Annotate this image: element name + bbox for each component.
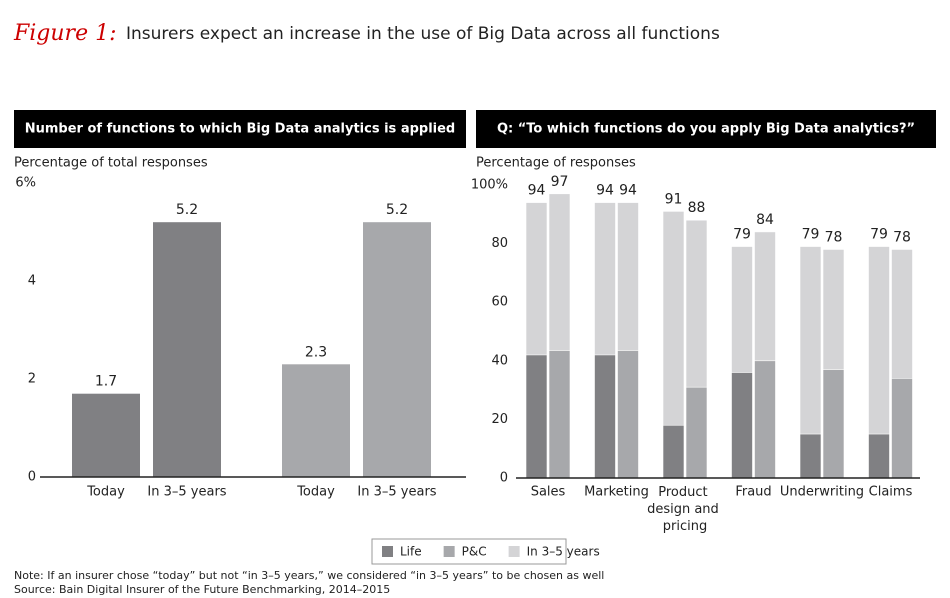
right-y-label: Percentage of responses: [476, 156, 636, 171]
note: Note: If an insurer chose “today” but no…: [14, 569, 604, 582]
right-header: [476, 110, 936, 148]
legend-swatch: [508, 546, 520, 557]
today-bar: [617, 350, 639, 479]
today-bar: [548, 350, 571, 479]
bar: [72, 393, 140, 477]
left-header-text: Number of functions to which Big Data an…: [25, 122, 456, 137]
legend-label: In 3–5 years: [527, 545, 600, 559]
legend-label: P&C: [462, 545, 487, 559]
today-bar: [754, 360, 776, 479]
source: Source: Bain Digital Insurer of the Futu…: [14, 583, 390, 596]
x-tick-label: Sales: [531, 485, 566, 500]
left-y-label: Percentage of total responses: [14, 156, 208, 171]
total-label: 79: [733, 227, 751, 243]
y-tick-label: 100%: [471, 178, 508, 193]
x-tick-label: Product design and pricing: [647, 485, 723, 534]
today-bar: [594, 354, 616, 479]
x-tick-label: Claims: [869, 485, 913, 500]
bar: [282, 364, 350, 477]
today-bar: [891, 378, 913, 479]
today-bar: [868, 433, 890, 479]
y-tick-label: 0: [28, 470, 36, 485]
today-bar: [662, 424, 685, 479]
x-tick-label: In 3–5 years: [357, 485, 436, 500]
x-tick-label: In 3–5 years: [147, 485, 226, 500]
total-label: 79: [802, 227, 820, 243]
y-tick-label: 2: [28, 372, 36, 387]
left-header: [14, 110, 466, 148]
y-tick-label: 40: [491, 353, 508, 368]
right-header-text: Q: “To which functions do you apply Big …: [497, 122, 915, 137]
bar: [153, 222, 221, 477]
today-bar: [731, 372, 753, 479]
x-tick-label: Fraud: [735, 485, 771, 500]
total-label: 94: [596, 183, 614, 199]
y-tick-label: 20: [491, 412, 508, 427]
x-tick-label: Today: [86, 485, 125, 500]
y-tick-label: 6%: [15, 176, 36, 191]
total-label: 97: [551, 174, 569, 190]
bar: [363, 222, 431, 477]
total-label: 94: [528, 183, 546, 199]
legend-label: Life: [400, 545, 422, 559]
legend-swatch: [382, 546, 393, 557]
legend-swatch: [443, 546, 455, 557]
total-label: 79: [870, 227, 888, 243]
total-label: 84: [756, 212, 774, 228]
total-label: 91: [665, 191, 683, 207]
value-label: 1.7: [95, 374, 117, 390]
today-bar: [685, 386, 708, 479]
x-tick-label: Today: [296, 485, 335, 500]
value-label: 5.2: [386, 202, 408, 218]
figure-title: Insurers expect an increase in the use o…: [126, 24, 720, 44]
today-bar: [525, 354, 548, 479]
legend-box: [371, 538, 567, 565]
y-tick-label: 0: [500, 471, 508, 486]
value-label: 2.3: [305, 344, 327, 360]
figure-prefix: Figure 1:: [13, 21, 117, 46]
y-tick-label: 80: [491, 236, 508, 251]
today-bar: [822, 369, 845, 479]
x-tick-label: Marketing: [584, 485, 649, 500]
value-label: 5.2: [176, 202, 198, 218]
today-bar: [799, 433, 822, 479]
y-tick-label: 4: [28, 274, 36, 289]
total-label: 78: [825, 229, 843, 245]
y-tick-label: 60: [491, 295, 508, 310]
x-tick-label: Underwriting: [780, 485, 864, 500]
total-label: 78: [893, 229, 911, 245]
total-label: 94: [619, 183, 637, 199]
total-label: 88: [688, 200, 706, 216]
